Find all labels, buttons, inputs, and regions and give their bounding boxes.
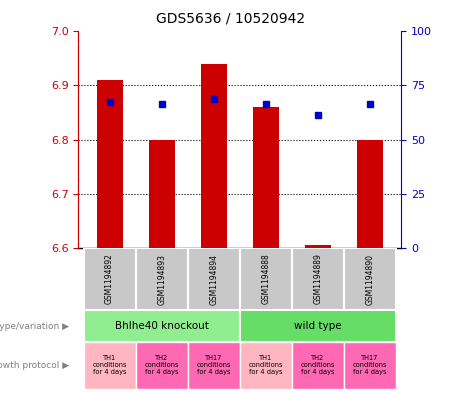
- Text: TH17
conditions
for 4 days: TH17 conditions for 4 days: [353, 356, 387, 375]
- Bar: [292, 342, 344, 389]
- Bar: [83, 310, 240, 342]
- Bar: [188, 248, 240, 310]
- Text: GSM1194892: GSM1194892: [105, 253, 114, 305]
- Text: TH17
conditions
for 4 days: TH17 conditions for 4 days: [196, 356, 231, 375]
- Bar: [240, 342, 292, 389]
- Bar: [240, 248, 292, 310]
- Bar: [201, 64, 227, 248]
- Text: GSM1194894: GSM1194894: [209, 253, 218, 305]
- Bar: [305, 245, 331, 248]
- Text: growth protocol ▶: growth protocol ▶: [0, 361, 69, 370]
- Bar: [83, 248, 136, 310]
- Text: genotype/variation ▶: genotype/variation ▶: [0, 322, 69, 331]
- Text: GDS5636 / 10520942: GDS5636 / 10520942: [156, 12, 305, 26]
- Bar: [188, 342, 240, 389]
- Text: GSM1194890: GSM1194890: [365, 253, 374, 305]
- Bar: [344, 342, 396, 389]
- Bar: [253, 107, 279, 248]
- Text: GSM1194893: GSM1194893: [157, 253, 166, 305]
- Text: TH1
conditions
for 4 days: TH1 conditions for 4 days: [92, 356, 127, 375]
- Bar: [136, 342, 188, 389]
- Bar: [240, 310, 396, 342]
- Text: GSM1194889: GSM1194889: [313, 253, 322, 305]
- Bar: [97, 80, 123, 248]
- Bar: [344, 248, 396, 310]
- Bar: [292, 248, 344, 310]
- Text: TH2
conditions
for 4 days: TH2 conditions for 4 days: [144, 356, 179, 375]
- Bar: [148, 140, 175, 248]
- Text: Bhlhe40 knockout: Bhlhe40 knockout: [115, 321, 208, 331]
- Bar: [357, 140, 383, 248]
- Bar: [136, 248, 188, 310]
- Text: GSM1194888: GSM1194888: [261, 253, 270, 305]
- Text: wild type: wild type: [294, 321, 342, 331]
- Text: TH1
conditions
for 4 days: TH1 conditions for 4 days: [248, 356, 283, 375]
- Text: TH2
conditions
for 4 days: TH2 conditions for 4 days: [301, 356, 335, 375]
- Bar: [83, 342, 136, 389]
